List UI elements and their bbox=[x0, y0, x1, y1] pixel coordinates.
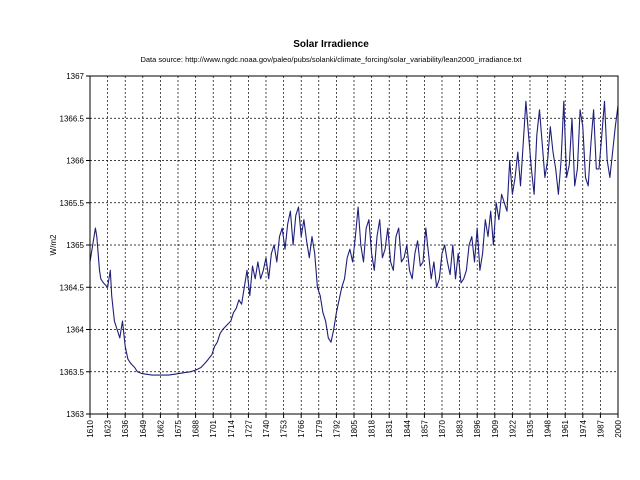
x-tick-label: 1779 bbox=[315, 419, 324, 437]
x-tick-label: 1818 bbox=[368, 419, 377, 437]
x-tick-label: 1831 bbox=[385, 419, 394, 437]
x-tick-label: 1987 bbox=[596, 419, 605, 437]
y-tick-label: 1363.5 bbox=[60, 368, 85, 377]
chart-title: Solar Irradience bbox=[293, 39, 369, 50]
x-tick-label: 1805 bbox=[350, 419, 359, 437]
y-axis-ticks: 1363 1363.5 1364 1364.5 1365 1365.5 1366 1366.5… bbox=[60, 72, 90, 419]
x-tick-label: 1948 bbox=[544, 419, 553, 437]
x-tick-label: 1675 bbox=[174, 419, 183, 437]
y-tick-label: 1365.5 bbox=[60, 199, 85, 208]
x-tick-label: 1974 bbox=[579, 419, 588, 437]
x-tick-label: 1688 bbox=[192, 419, 201, 437]
x-tick-label: 1844 bbox=[403, 419, 412, 437]
x-tick-label: 1870 bbox=[438, 419, 447, 437]
plot-area-frame bbox=[89, 75, 619, 415]
series-layer bbox=[89, 100, 619, 376]
x-tick-label: 1961 bbox=[561, 419, 570, 437]
x-tick-label: 1922 bbox=[508, 419, 517, 437]
y-tick-label: 1367 bbox=[66, 72, 84, 81]
x-tick-label: 1883 bbox=[456, 419, 465, 437]
x-tick-label: 1649 bbox=[139, 419, 148, 437]
x-tick-label: 1662 bbox=[156, 419, 165, 437]
y-axis-label: W/m2 bbox=[49, 234, 58, 255]
y-tick-label: 1366.5 bbox=[60, 114, 85, 123]
x-tick-label: 1623 bbox=[104, 419, 113, 437]
x-tick-label: 1727 bbox=[244, 419, 253, 437]
y-tick-label: 1364 bbox=[66, 326, 84, 335]
y-tick-label: 1366 bbox=[66, 157, 84, 166]
y-tick-label: 1365 bbox=[66, 241, 84, 250]
x-tick-label: 1935 bbox=[526, 419, 535, 437]
x-tick-label: 1610 bbox=[86, 419, 95, 437]
x-tick-label: 2000 bbox=[614, 419, 623, 437]
x-tick-label: 1714 bbox=[227, 419, 236, 437]
series-line-irradiance bbox=[89, 100, 619, 376]
y-tick-label: 1364.5 bbox=[60, 283, 85, 292]
chart-subtitle: Data source: http://www.ngdc.noaa.gov/pa… bbox=[140, 55, 522, 64]
x-tick-label: 1701 bbox=[209, 419, 218, 437]
x-tick-label: 1896 bbox=[473, 419, 482, 437]
x-tick-label: 1740 bbox=[262, 419, 271, 437]
x-tick-label: 1766 bbox=[297, 419, 306, 437]
x-axis-ticks: 1610 1623 1636 1649 1662 1675 1688 1701 1714 1727… bbox=[86, 414, 623, 438]
x-tick-label: 1636 bbox=[121, 419, 130, 437]
y-tick-label: 1363 bbox=[66, 410, 84, 419]
x-tick-label: 1857 bbox=[420, 419, 429, 437]
x-tick-label: 1792 bbox=[332, 419, 341, 437]
x-tick-label: 1909 bbox=[491, 419, 500, 437]
x-tick-label: 1753 bbox=[280, 419, 289, 437]
